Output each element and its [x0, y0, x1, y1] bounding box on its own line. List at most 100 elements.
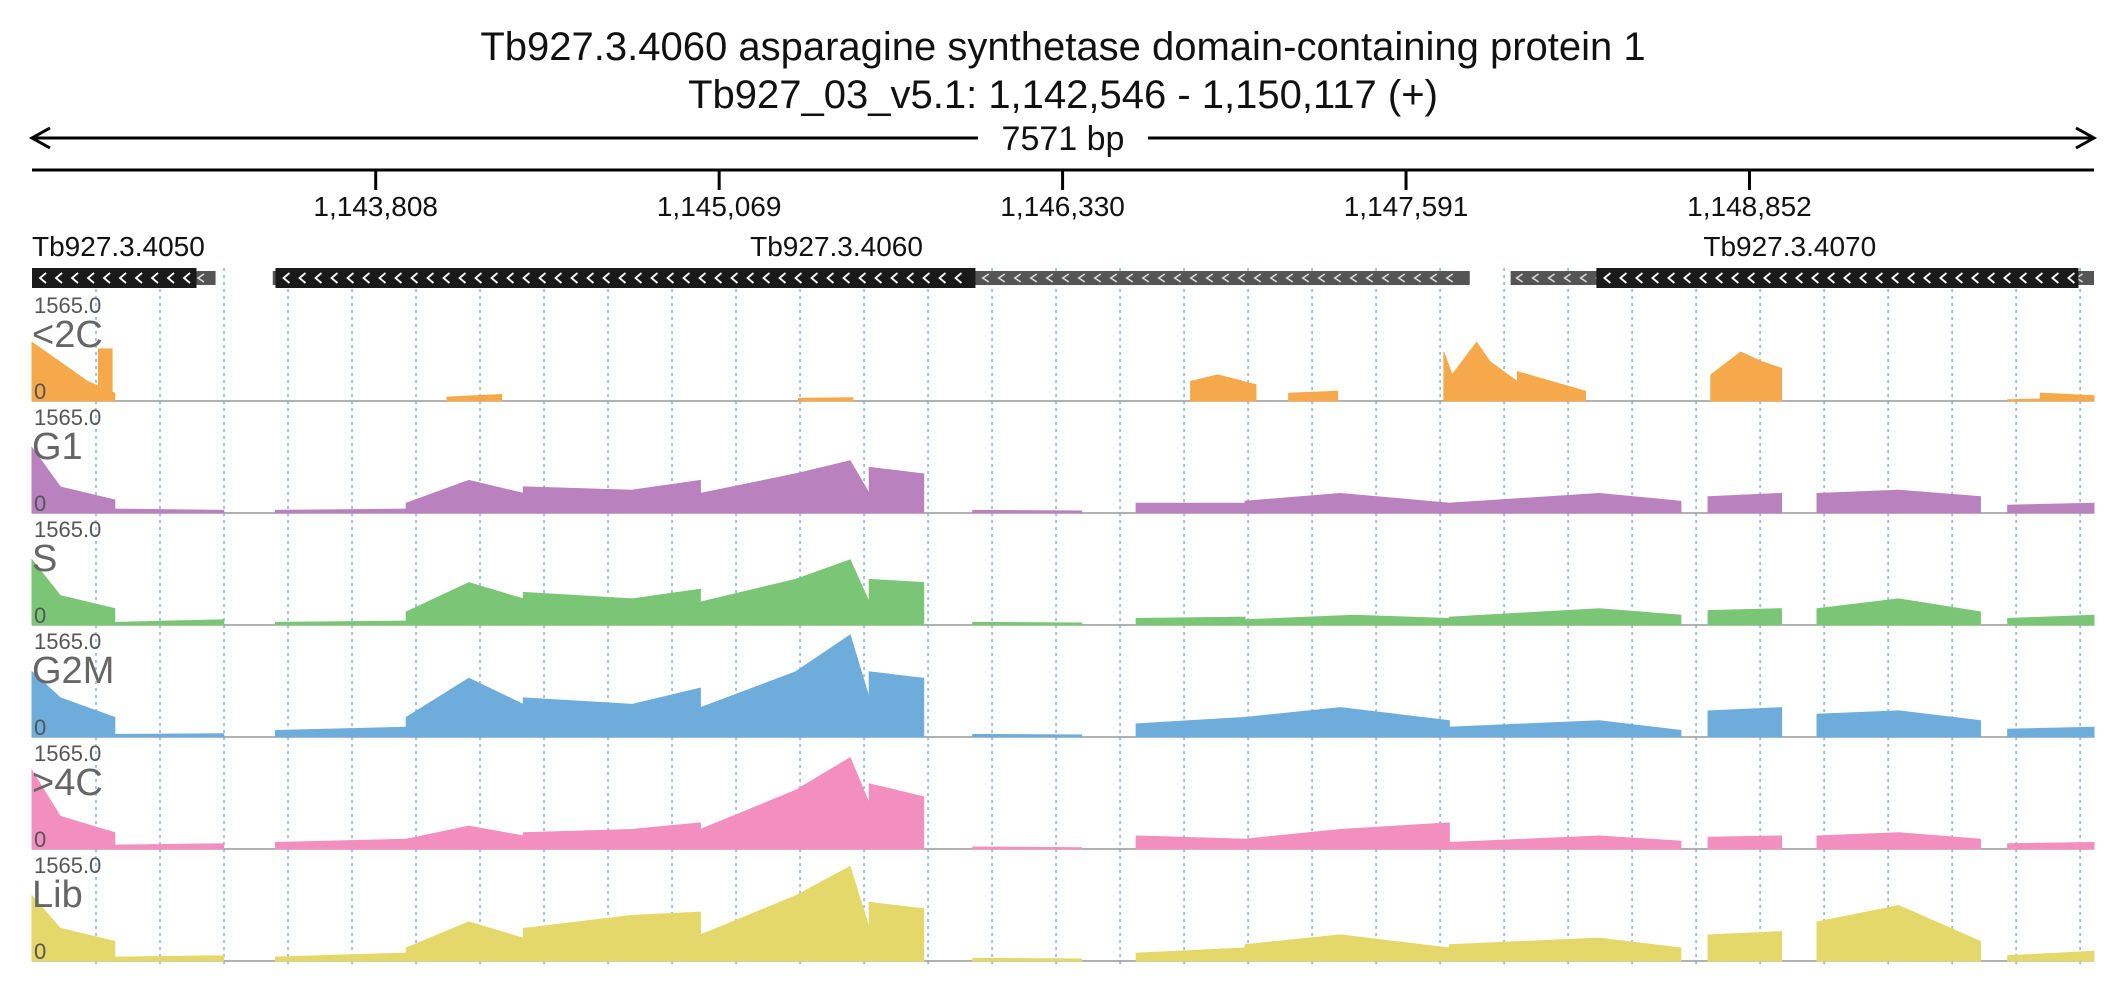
coverage-area [2007, 950, 2095, 962]
coverage-area [405, 921, 524, 962]
coverage-area [1516, 371, 1587, 402]
coverage-area [1448, 937, 1682, 962]
strand-chevron-icon [1301, 273, 1310, 283]
strand-chevron-icon [1731, 272, 1739, 284]
strand-chevron-icon [778, 272, 787, 284]
coverage-area [1448, 835, 1682, 850]
gene-label[interactable]: Tb927.3.4050 [32, 231, 205, 262]
strand-chevron-icon [997, 273, 1006, 283]
gene-label[interactable]: Tb927.3.4070 [1703, 231, 1876, 262]
coverage-area [522, 588, 701, 626]
gene-cds[interactable] [1596, 268, 2079, 288]
strand-chevron-icon [1109, 273, 1118, 283]
strand-chevron-icon [410, 272, 419, 284]
strand-chevron-icon [922, 272, 931, 284]
strand-chevron-icon [1907, 272, 1915, 284]
strand-chevron-icon [981, 273, 990, 283]
coverage-area [1707, 931, 1783, 962]
coverage-track: 1565.0S 0 [31, 517, 2095, 628]
strand-chevron-icon [938, 272, 947, 284]
strand-chevron-icon [1547, 273, 1556, 283]
coverage-area [1135, 502, 1246, 514]
strand-chevron-icon [1061, 273, 1070, 283]
page-title: Tb927.3.4060 asparagine synthetase domai… [480, 25, 1646, 69]
coverage-area [1448, 720, 1682, 738]
coverage-area [114, 733, 225, 738]
track-max-label: 1565.0 [34, 853, 101, 878]
strand-chevron-icon [1253, 273, 1262, 283]
track-zero-label: 0 [34, 939, 46, 964]
strand-chevron-icon [1563, 273, 1572, 283]
track-name: G1 [32, 426, 83, 468]
gene-track: Tb927.3.4050 Tb927.3.4060 Tb927.3.4070 [32, 231, 2094, 288]
strand-chevron-icon [1891, 272, 1899, 284]
strand-chevron-icon [2035, 272, 2043, 284]
coverage-area [522, 687, 701, 738]
genomic-location: Tb927_03_v5.1: 1,142,546 - 1,150,117 (+) [688, 73, 1438, 117]
strand-chevron-icon [1205, 273, 1214, 283]
coverage-area [274, 952, 407, 962]
strand-chevron-icon [1683, 272, 1691, 284]
ruler-tick-label: 1,146,330 [1000, 191, 1125, 222]
ruler-tick-label: 1,145,069 [657, 191, 782, 222]
coverage-area [274, 508, 407, 514]
strand-chevron-icon [858, 272, 867, 284]
strand-chevron-icon [1381, 273, 1390, 283]
strand-chevron-icon [1747, 272, 1755, 284]
strand-chevron-icon [1971, 272, 1979, 284]
coverage-area [868, 466, 925, 514]
coverage-area [114, 619, 225, 626]
coverage-area [522, 822, 701, 850]
strand-chevron-icon [1923, 272, 1931, 284]
strand-chevron-icon [810, 272, 819, 284]
coverage-area [1288, 390, 1339, 402]
track-name: S [32, 538, 57, 580]
strand-chevron-icon [954, 272, 963, 284]
strand-chevron-icon [634, 272, 643, 284]
strand-chevron-icon [794, 272, 803, 284]
strand-chevron-icon [1333, 273, 1342, 283]
gene-label[interactable]: Tb927.3.4060 [750, 231, 923, 262]
strand-chevron-icon [538, 272, 547, 284]
strand-chevron-icon [906, 272, 915, 284]
strand-chevron-icon [150, 272, 159, 284]
coverage-area [1816, 905, 1981, 962]
strand-chevron-icon [1365, 273, 1374, 283]
strand-chevron-icon [842, 272, 851, 284]
gridlines [95, 268, 2081, 967]
strand-chevron-icon [1093, 273, 1102, 283]
coverage-area [1190, 374, 1257, 402]
coverage-area [1244, 707, 1450, 738]
coverage-area [2007, 614, 2095, 626]
coverage-area [1707, 835, 1783, 850]
track-name: >4C [32, 762, 103, 804]
track-name: G2M [32, 650, 114, 692]
coverage-area [274, 620, 407, 626]
coverage-area [1135, 716, 1246, 738]
track-zero-label: 0 [34, 715, 46, 740]
arrow-head-right-icon [2075, 126, 2098, 150]
strand-chevron-icon [1077, 273, 1086, 283]
strand-chevron-icon [1189, 273, 1198, 283]
strand-chevron-icon [1531, 273, 1540, 283]
strand-chevron-icon [1859, 272, 1867, 284]
strand-chevron-icon [730, 272, 739, 284]
track-zero-label: 0 [34, 379, 46, 404]
track-max-label: 1565.0 [34, 741, 101, 766]
strand-chevron-icon [426, 272, 435, 284]
coverage-area [405, 479, 524, 514]
strand-chevron-icon [714, 272, 723, 284]
span-label: 7571 bp [1002, 120, 1125, 158]
strand-chevron-icon [2067, 272, 2075, 284]
coverage-area [972, 509, 1083, 514]
gene-cds[interactable] [32, 268, 197, 288]
coverage-area [1707, 608, 1783, 626]
strand-chevron-icon [182, 272, 191, 284]
strand-chevron-icon [2019, 272, 2027, 284]
strand-chevron-icon [490, 272, 499, 284]
coverage-area [522, 479, 701, 514]
strand-chevron-icon [1779, 272, 1787, 284]
strand-chevron-icon [1029, 273, 1038, 283]
strand-chevron-icon [378, 272, 387, 284]
